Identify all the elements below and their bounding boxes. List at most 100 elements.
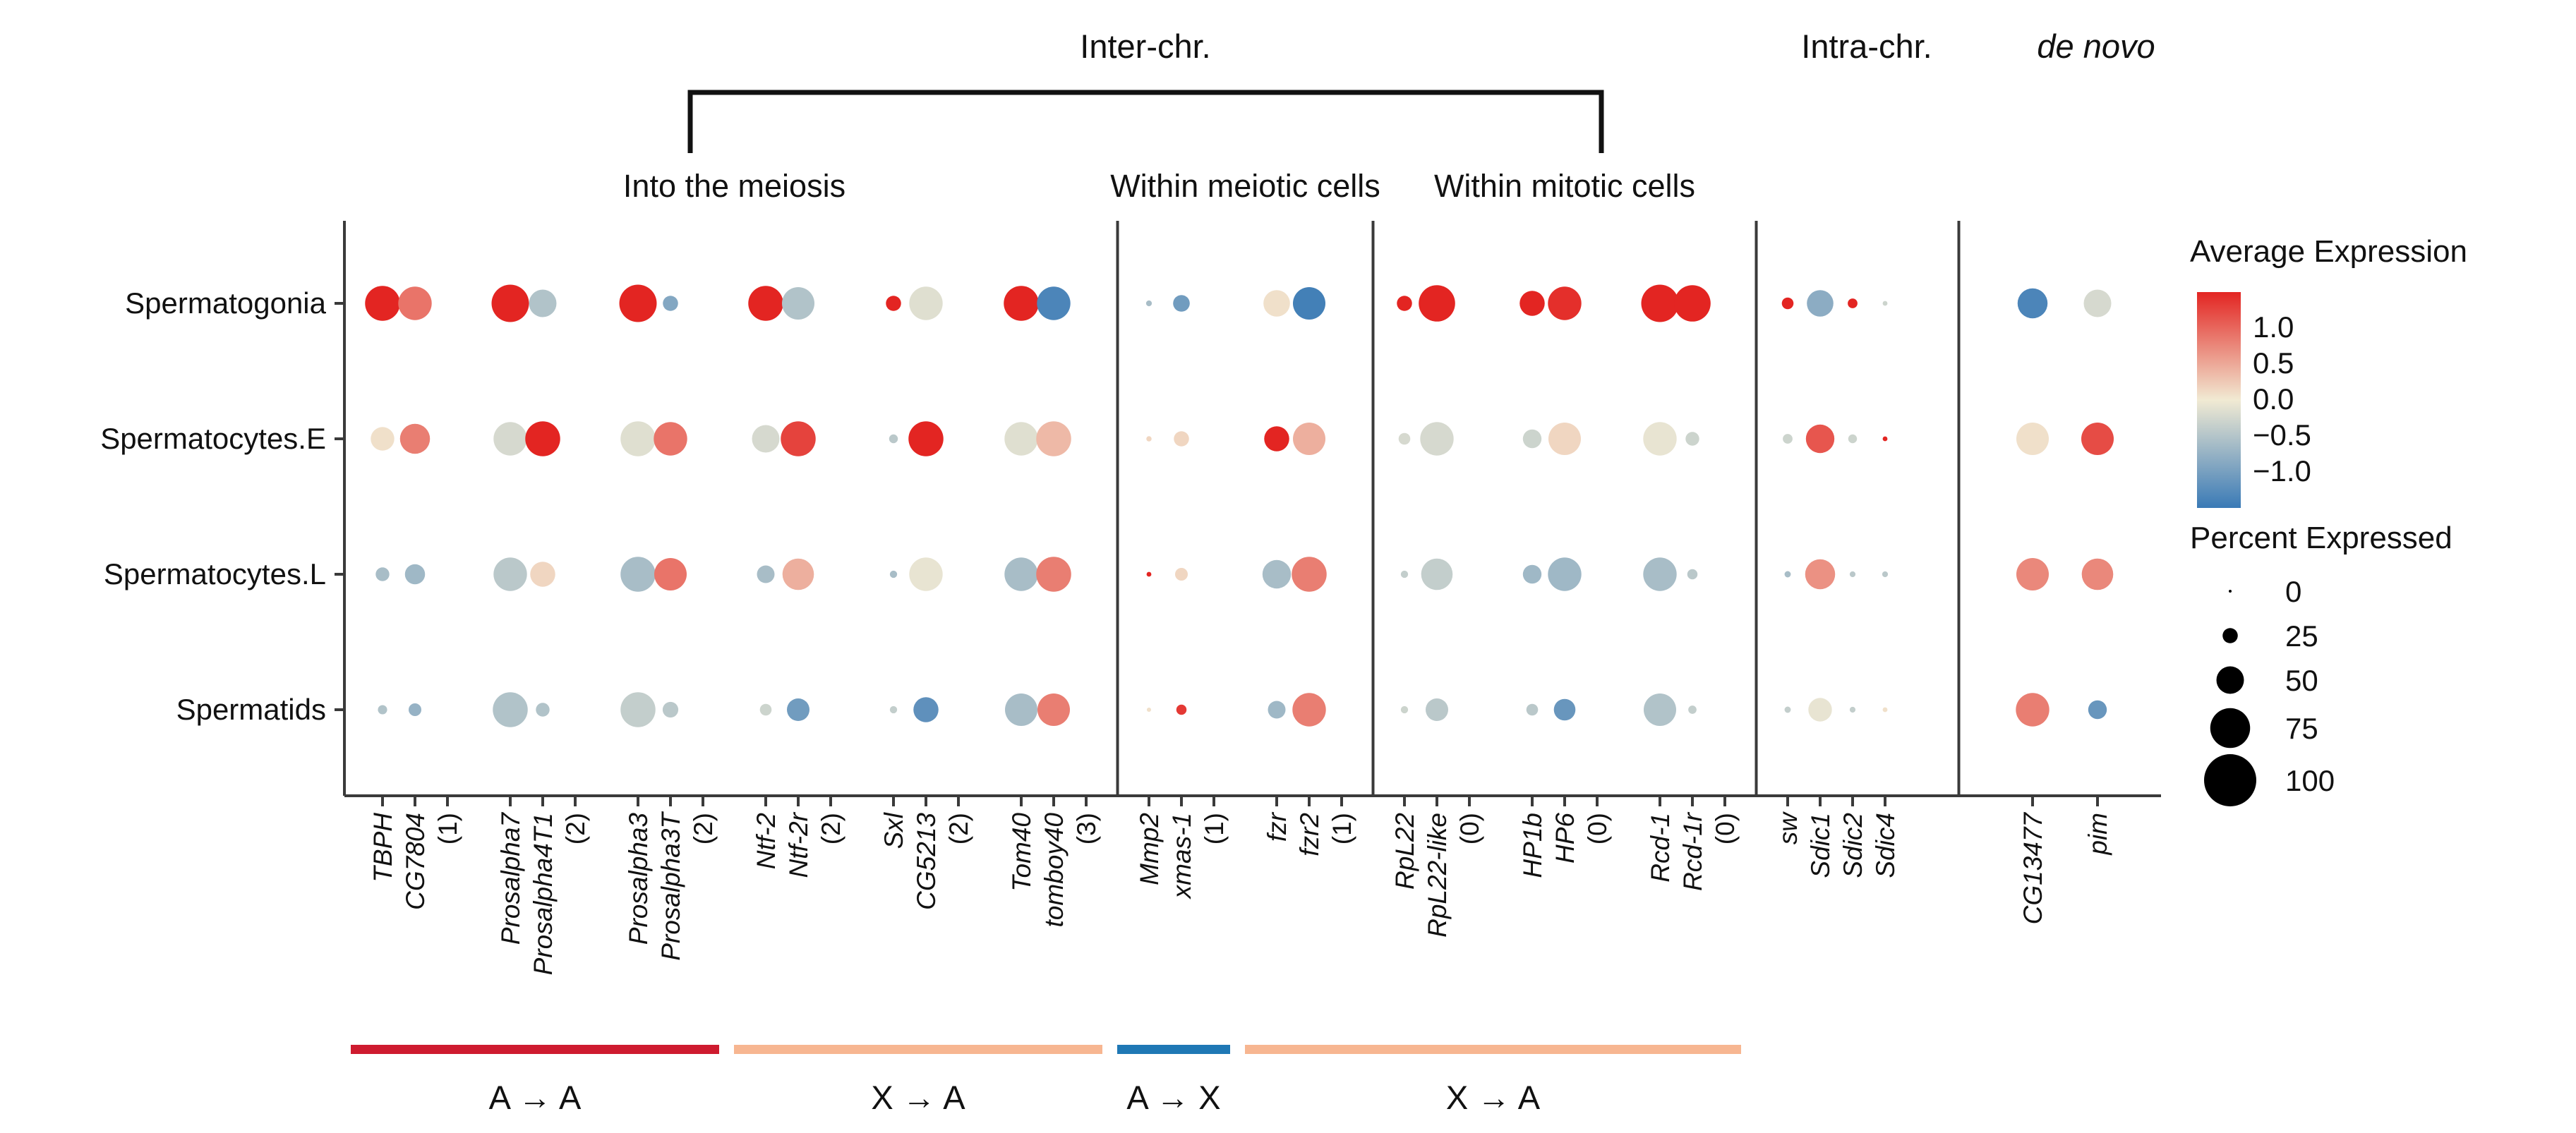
avg-expression-tick-label: −0.5 (2253, 418, 2311, 452)
homolog-count-label: (1) (1200, 813, 1229, 844)
dot-Spermatocytes.E-Sxl (889, 434, 898, 444)
dot-Spermatids-RpL22-like (1426, 698, 1448, 721)
dot-Spermatocytes.E-pim (2081, 423, 2114, 455)
dot-Spermatocytes.E-Rcd-1 (1643, 422, 1677, 456)
homolog-count-label: (2) (817, 813, 845, 844)
dot-Spermatocytes.L-HP6 (1548, 557, 1582, 591)
avg-expression-tick-label: −1.0 (2253, 454, 2311, 487)
pct-expressed-legend-dot (2216, 666, 2244, 694)
dot-Spermatocytes.E-Prosalpha7 (493, 422, 527, 456)
dot-Spermatids-HP6 (1553, 698, 1576, 721)
dot-Spermatocytes.L-Tom40 (1004, 557, 1038, 591)
pct-expressed-tick-label: 25 (2285, 619, 2318, 653)
dot-Spermatocytes.E-RpL22 (1398, 432, 1411, 445)
dot-Spermatids-CG5213 (913, 697, 939, 722)
homolog-count-label: (0) (1583, 813, 1612, 844)
dot-Spermatocytes.L-Sdic4 (1882, 571, 1889, 578)
homolog-count-label: (0) (1455, 813, 1484, 844)
pct-expressed-tick-label: 100 (2285, 764, 2335, 797)
homolog-count-label: (2) (689, 813, 718, 844)
gene-label: tomboy40 (1040, 813, 1069, 928)
arrow-span-line (734, 1045, 1102, 1054)
dot-Spermatocytes.L-Prosalpha3 (620, 557, 656, 592)
dot-Spermatocytes.L-CG13477 (2016, 558, 2049, 590)
avg-expression-legend-title: Average Expression (2190, 234, 2467, 269)
dot-Spermatocytes.E-Sdic1 (1805, 424, 1835, 454)
dot-Spermatids-CG7804 (409, 703, 421, 716)
gene-label: Prosalpha3 (624, 813, 653, 945)
dot-Spermatocytes.E-Prosalpha3 (620, 421, 656, 456)
dot-Spermatocytes.L-CG7804 (404, 564, 426, 585)
arrow-label: A → A (489, 1079, 582, 1116)
dot-Spermatids-Prosalpha4T1 (536, 703, 550, 717)
dot-Spermatids-Sxl (889, 705, 898, 714)
dot-Spermatids-Ntf-2r (787, 698, 809, 721)
dot-Spermatids-xmas-1 (1176, 704, 1187, 715)
dot-Spermatogonia-TBPH (365, 286, 400, 321)
dot-Spermatids-Sdic1 (1808, 698, 1832, 722)
dot-Spermatogonia-sw (1781, 297, 1794, 310)
pct-expressed-tick-label: 50 (2285, 664, 2318, 697)
dot-Spermatids-Prosalpha3 (620, 692, 656, 727)
dot-Spermatocytes.E-Sdic2 (1848, 434, 1858, 444)
dot-Spermatocytes.E-Rcd-1r (1685, 432, 1699, 446)
gene-label: Ntf-2 (752, 813, 781, 870)
gene-label: TBPH (368, 813, 397, 883)
intra-chr-label: Intra-chr. (1801, 28, 1932, 65)
gene-label: Prosalpha7 (496, 812, 525, 945)
dot-Spermatids-fzr2 (1292, 693, 1326, 727)
dot-Spermatocytes.E-CG7804 (399, 423, 431, 454)
dot-Spermatogonia-fzr (1263, 290, 1290, 317)
dot-Spermatocytes.L-fzr (1262, 559, 1292, 589)
row-label: Spermatocytes.E (100, 422, 326, 455)
arrow-span-line (351, 1045, 719, 1054)
dot-Spermatocytes.E-fzr (1264, 426, 1289, 452)
dot-Spermatids-HP1b (1526, 703, 1539, 716)
dot-Spermatogonia-Prosalpha3T (663, 296, 678, 311)
pct-expressed-legend-dot (2204, 754, 2256, 806)
dot-Spermatogonia-HP1b (1519, 291, 1545, 316)
dot-Spermatocytes.E-xmas-1 (1174, 431, 1189, 447)
pct-expressed-legend-dot (2229, 590, 2232, 593)
gene-label: fzr (1263, 811, 1292, 842)
dot-Spermatids-pim (2088, 700, 2107, 720)
dot-Spermatocytes.L-Sdic1 (1805, 559, 1836, 590)
dot-Spermatocytes.E-Mmp2 (1146, 436, 1152, 442)
dot-Spermatids-TBPH (378, 705, 387, 715)
dot-Spermatocytes.L-sw (1784, 571, 1791, 578)
row-label: Spermatids (176, 693, 326, 726)
dot-Spermatogonia-pim (2083, 289, 2112, 317)
dot-Spermatogonia-RpL22-like (1419, 285, 1455, 322)
gene-label: CG5213 (912, 813, 941, 910)
gene-label: Prosalpha4T1 (529, 813, 558, 975)
homolog-count-label: (1) (433, 813, 462, 844)
gene-label: RpL22 (1390, 813, 1419, 890)
dot-Spermatids-tomboy40 (1037, 693, 1070, 726)
dot-Spermatocytes.E-CG13477 (2016, 423, 2049, 455)
gene-label: sw (1774, 811, 1802, 845)
dot-Spermatids-Tom40 (1005, 693, 1037, 726)
dot-Spermatocytes.L-RpL22-like (1421, 558, 1453, 590)
gene-label: xmas-1 (1167, 813, 1196, 899)
gene-label: Ntf-2r (784, 811, 813, 878)
avg-expression-tick-label: 0.0 (2253, 382, 2294, 416)
dot-Spermatocytes.E-TBPH (371, 427, 395, 451)
dot-Spermatocytes.L-HP1b (1522, 564, 1542, 584)
homolog-count-label: (3) (1072, 813, 1101, 844)
pct-expressed-legend-dot (2210, 708, 2251, 749)
dot-Spermatocytes.E-Ntf-2r (781, 421, 816, 456)
dot-Spermatogonia-xmas-1 (1173, 295, 1190, 312)
gene-label: fzr2 (1295, 813, 1324, 856)
dot-Spermatogonia-Rcd-1 (1641, 284, 1679, 322)
dot-Spermatogonia-RpL22 (1397, 296, 1412, 311)
dot-Spermatocytes.L-CG5213 (909, 557, 943, 591)
dot-Spermatogonia-Prosalpha4T1 (529, 289, 557, 317)
gene-label: HP1b (1518, 813, 1547, 878)
dot-Spermatogonia-CG5213 (909, 286, 943, 320)
dot-Spermatids-Mmp2 (1146, 707, 1152, 713)
dot-Spermatocytes.E-tomboy40 (1036, 421, 1071, 456)
dot-Spermatocytes.L-Sdic2 (1849, 571, 1856, 578)
homolog-count-label: (2) (561, 813, 590, 844)
dot-Spermatids-Ntf-2 (759, 703, 772, 716)
